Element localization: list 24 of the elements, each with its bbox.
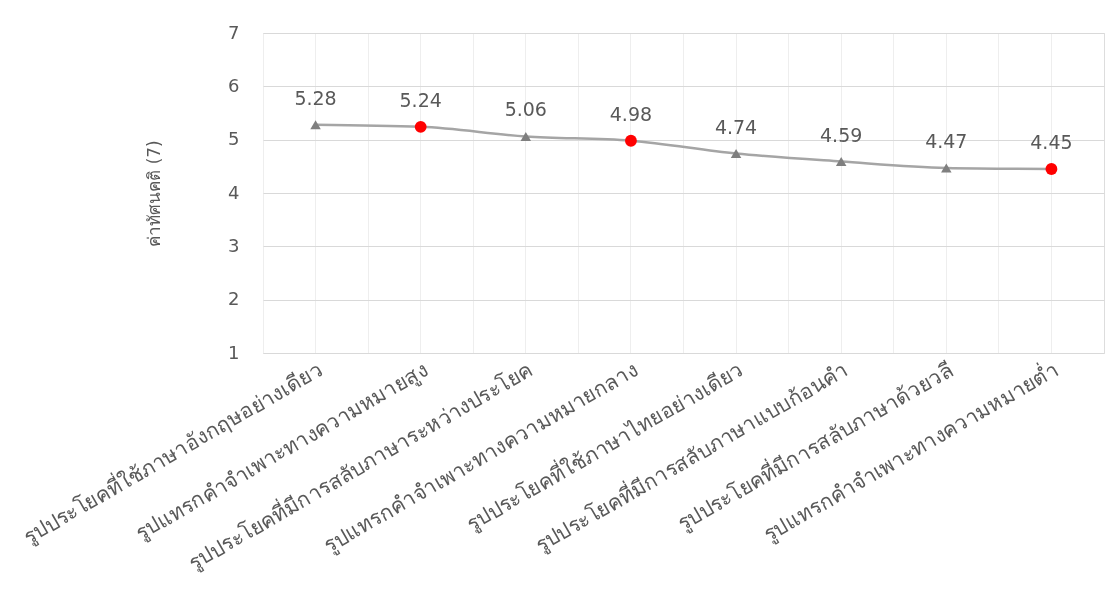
point — [1045, 163, 1058, 175]
data-label: 4.45 — [1030, 131, 1073, 153]
data-label: 5.06 — [504, 98, 547, 121]
point — [310, 120, 321, 130]
point — [414, 120, 427, 133]
data-label: 4.98 — [609, 102, 653, 125]
data-label: 5.28 — [294, 86, 337, 109]
y-tick-label: 2 — [228, 288, 240, 310]
data-label: 4.59 — [820, 123, 863, 146]
y-tick-label: 3 — [228, 234, 240, 256]
data-label: 5.24 — [399, 88, 442, 111]
y-axis-title: ค่าทัศนคติ (7) — [144, 140, 165, 247]
data-label: 4.74 — [714, 115, 758, 138]
y-tick-label: 1 — [228, 341, 240, 363]
point — [730, 148, 742, 159]
y-tick-label: 7 — [228, 21, 240, 43]
point — [941, 163, 952, 173]
y-tick-label: 6 — [228, 74, 240, 96]
point — [520, 131, 532, 142]
y-tick-label: 5 — [228, 128, 240, 150]
point — [835, 156, 847, 167]
point — [625, 134, 637, 147]
data-label: 4.47 — [925, 129, 968, 152]
y-tick-label: 4 — [228, 181, 240, 203]
